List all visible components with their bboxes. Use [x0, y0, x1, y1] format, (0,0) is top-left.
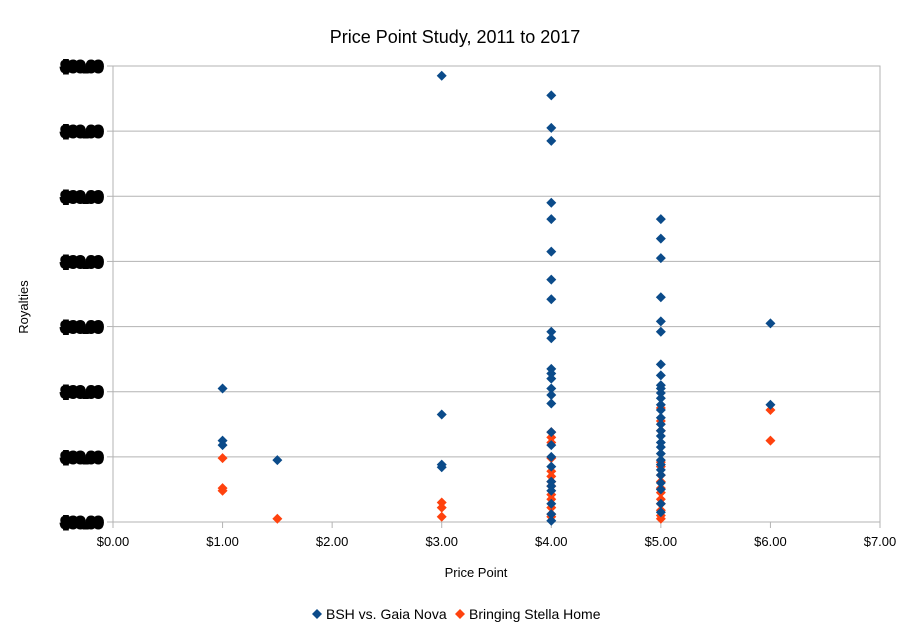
legend-marker [455, 609, 465, 619]
data-point [546, 427, 557, 438]
data-point [765, 318, 776, 329]
legend-label: Bringing Stella Home [469, 606, 601, 622]
data-point [655, 292, 666, 303]
data-point [546, 383, 557, 394]
data-point [655, 359, 666, 370]
data-point [546, 326, 557, 337]
data-point [546, 471, 557, 482]
data-point [655, 448, 666, 459]
x-axis-label: Price Point [445, 565, 508, 580]
data-point [655, 233, 666, 244]
data-point [272, 513, 283, 524]
data-point [217, 453, 228, 464]
data-point [655, 399, 666, 410]
data-point [436, 462, 447, 473]
data-point [546, 515, 557, 526]
data-point [546, 333, 557, 344]
data-point [655, 326, 666, 337]
data-point [217, 440, 228, 451]
legend-marker [312, 609, 322, 619]
y-axis-label: Royalties [16, 280, 31, 334]
x-tick-label: $3.00 [425, 534, 458, 549]
data-point [655, 253, 666, 264]
data-point [546, 373, 557, 384]
data-point [436, 497, 447, 508]
data-point [655, 484, 666, 495]
x-tick-label: $0.00 [97, 534, 130, 549]
series-0 [217, 70, 776, 526]
data-point [546, 122, 557, 133]
x-tick-label: $6.00 [754, 534, 787, 549]
data-point [655, 388, 666, 399]
data-point [546, 485, 557, 496]
x-tick-label: $4.00 [535, 534, 568, 549]
data-point [655, 393, 666, 404]
data-point [436, 409, 447, 420]
data-point [217, 383, 228, 394]
x-axis-ticks: $0.00 $1.00 $2.00 $3.00 $4.00 $5.00 $6.00 $7.00 [97, 534, 897, 549]
x-tick-label: $7.00 [864, 534, 897, 549]
data-point [655, 442, 666, 453]
data-point [436, 70, 447, 81]
data-point [655, 425, 666, 436]
x-tick-label: $5.00 [645, 534, 678, 549]
data-point [217, 485, 228, 496]
y-tick-label: $00.00 [62, 320, 102, 335]
data-point [655, 459, 666, 470]
data-point [655, 464, 666, 475]
legend-label: BSH vs. Gaia Nova [326, 606, 447, 622]
data-point [655, 477, 666, 488]
data-point [655, 419, 666, 430]
data-point [655, 431, 666, 442]
y-tick-label: $00.00 [62, 189, 102, 204]
y-tick-label: $00.00 [62, 254, 102, 269]
plot-area [112, 65, 881, 523]
data-point [655, 316, 666, 327]
data-point [655, 513, 666, 524]
data-point [655, 412, 666, 423]
data-point [546, 498, 557, 509]
data-point [765, 399, 776, 410]
data-point [655, 214, 666, 225]
data-point [765, 404, 776, 415]
data-point [272, 455, 283, 466]
data-point [546, 509, 557, 520]
data-point [546, 90, 557, 101]
x-tick-label: $2.00 [316, 534, 349, 549]
data-point [655, 470, 666, 481]
data-point [655, 507, 666, 518]
data-point [546, 440, 557, 451]
data-point [546, 135, 557, 146]
y-tick-label: $00.00 [62, 59, 102, 74]
x-tick-label: $1.00 [206, 534, 239, 549]
data-point [546, 197, 557, 208]
data-point [655, 404, 666, 415]
y-tick-label: $00.00 [62, 450, 102, 465]
y-axis-ticks: $00.00 $00.00 $00.00 $00.00 $00.00 $00.00 $00.… [60, 57, 105, 533]
data-point [546, 461, 557, 472]
data-point [765, 435, 776, 446]
data-point [546, 368, 557, 379]
data-point [546, 294, 557, 305]
data-point [546, 432, 557, 443]
data-point [546, 398, 557, 409]
data-point [655, 498, 666, 509]
chart-title: Price Point Study, 2011 to 2017 [330, 27, 581, 47]
data-point [546, 246, 557, 257]
data-point [546, 214, 557, 225]
data-point [655, 370, 666, 381]
data-point [546, 389, 557, 400]
y-tick-label: $00.00 [62, 124, 102, 139]
data-points [217, 70, 776, 526]
data-point [436, 502, 447, 513]
data-point [546, 274, 557, 285]
data-point [546, 451, 557, 462]
legend: BSH vs. Gaia Nova Bringing Stella Home [312, 606, 601, 622]
y-tick-label: $00.00 [62, 385, 102, 400]
y-tick-label: $00.00 [62, 515, 102, 530]
data-point [436, 511, 447, 522]
